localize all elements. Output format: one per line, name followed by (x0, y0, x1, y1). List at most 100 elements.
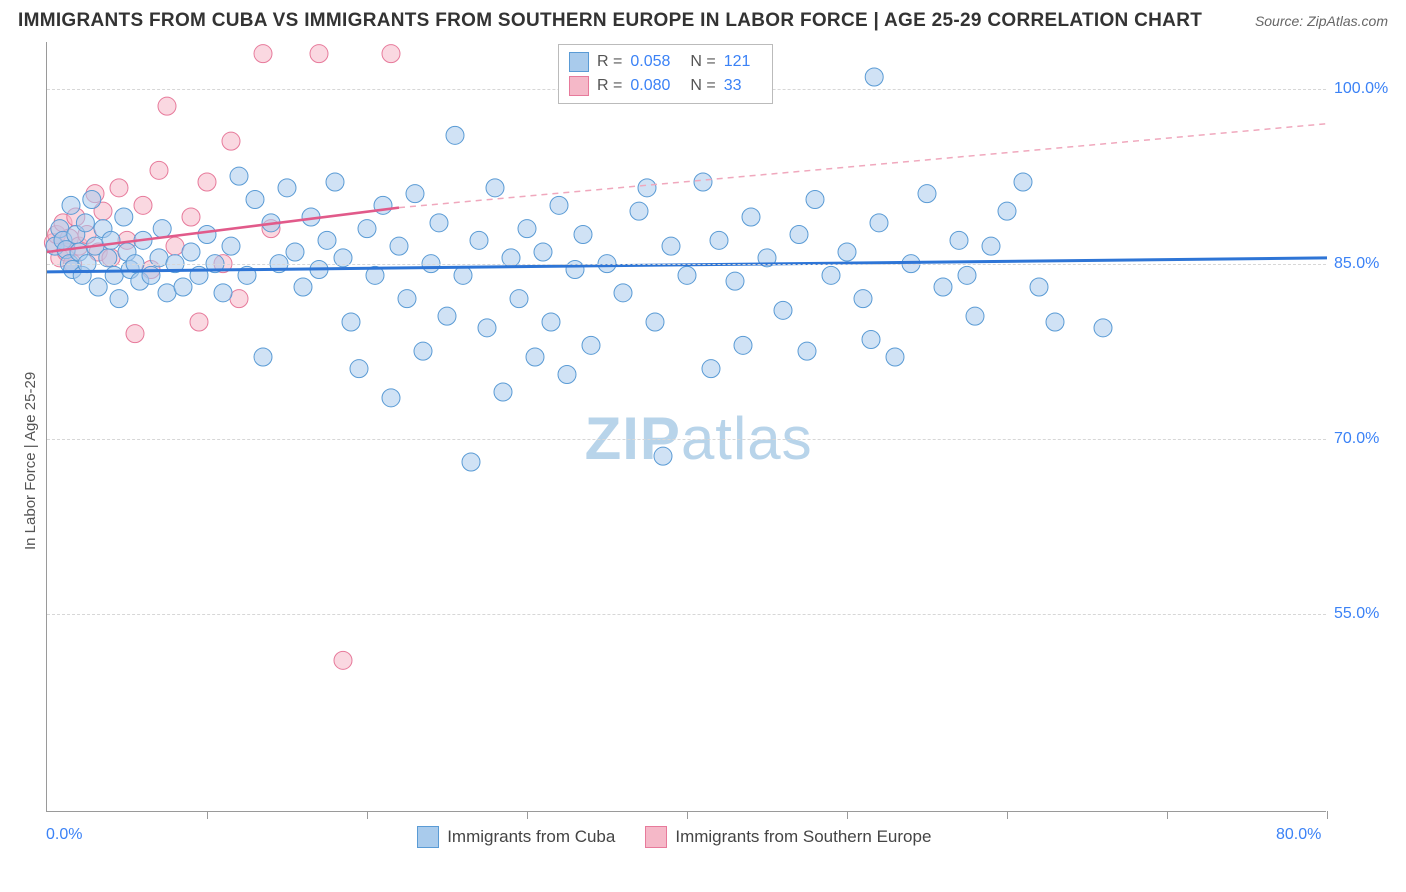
point-seurope (126, 325, 144, 343)
x-tick (1167, 811, 1168, 819)
stats-legend-box: R = 0.058 N = 121 R = 0.080 N = 33 (558, 44, 773, 104)
chart-svg (47, 42, 1327, 812)
stat-r-cuba: 0.058 (630, 50, 670, 74)
point-cuba (174, 278, 192, 296)
point-cuba (614, 284, 632, 302)
point-cuba (862, 331, 880, 349)
point-cuba (542, 313, 560, 331)
point-cuba (734, 336, 752, 354)
point-seurope (166, 237, 184, 255)
point-cuba (286, 243, 304, 261)
point-cuba (1046, 313, 1064, 331)
point-cuba (390, 237, 408, 255)
point-seurope (182, 208, 200, 226)
point-cuba (478, 319, 496, 337)
legend-swatch-seurope (645, 826, 667, 848)
point-seurope (382, 45, 400, 63)
point-cuba (246, 191, 264, 209)
x-tick (207, 811, 208, 819)
chart-title: IMMIGRANTS FROM CUBA VS IMMIGRANTS FROM … (18, 10, 1202, 32)
point-cuba (958, 266, 976, 284)
point-cuba (574, 226, 592, 244)
point-cuba (62, 196, 80, 214)
swatch-cuba (569, 52, 589, 72)
point-cuba (350, 360, 368, 378)
point-cuba (153, 220, 171, 238)
point-seurope (222, 132, 240, 150)
grid-line (47, 614, 1326, 615)
stats-row-cuba: R = 0.058 N = 121 (569, 50, 762, 74)
point-cuba (638, 179, 656, 197)
x-tick (527, 811, 528, 819)
point-cuba (982, 237, 1000, 255)
point-cuba (662, 237, 680, 255)
point-cuba (558, 366, 576, 384)
point-seurope (190, 313, 208, 331)
source-label: Source: ZipAtlas.com (1255, 13, 1388, 29)
point-cuba (198, 226, 216, 244)
point-seurope (334, 651, 352, 669)
y-axis-title: In Labor Force | Age 25-29 (22, 372, 39, 550)
swatch-seurope (569, 76, 589, 96)
point-cuba (870, 214, 888, 232)
legend-label-seurope: Immigrants from Southern Europe (675, 827, 931, 847)
stat-r-label: R = (597, 50, 622, 74)
title-bar: IMMIGRANTS FROM CUBA VS IMMIGRANTS FROM … (18, 10, 1388, 32)
y-tick-label: 85.0% (1334, 255, 1404, 273)
grid-line (47, 439, 1326, 440)
x-max-label: 80.0% (1276, 826, 1321, 844)
point-cuba (318, 231, 336, 249)
point-seurope (254, 45, 272, 63)
point-cuba (865, 68, 883, 86)
x-tick (1007, 811, 1008, 819)
point-cuba (294, 278, 312, 296)
point-cuba (430, 214, 448, 232)
point-cuba (438, 307, 456, 325)
stat-r-label-2: R = (597, 74, 622, 98)
legend-swatch-cuba (417, 826, 439, 848)
point-seurope (310, 45, 328, 63)
point-cuba (342, 313, 360, 331)
point-cuba (446, 126, 464, 144)
point-cuba (142, 266, 160, 284)
point-seurope (158, 97, 176, 115)
y-tick-label: 55.0% (1334, 605, 1404, 623)
point-cuba (398, 290, 416, 308)
point-cuba (710, 231, 728, 249)
point-cuba (646, 313, 664, 331)
point-cuba (918, 185, 936, 203)
point-cuba (278, 179, 296, 197)
stat-n-label-2: N = (690, 74, 715, 98)
x-origin-label: 0.0% (46, 826, 82, 844)
point-cuba (726, 272, 744, 290)
point-cuba (806, 191, 824, 209)
x-tick (1327, 811, 1328, 819)
point-cuba (886, 348, 904, 366)
point-cuba (462, 453, 480, 471)
point-cuba (326, 173, 344, 191)
point-cuba (966, 307, 984, 325)
point-cuba (582, 336, 600, 354)
point-cuba (950, 231, 968, 249)
point-cuba (742, 208, 760, 226)
point-cuba (702, 360, 720, 378)
point-cuba (486, 179, 504, 197)
point-cuba (854, 290, 872, 308)
point-cuba (358, 220, 376, 238)
point-cuba (406, 185, 424, 203)
point-cuba (230, 167, 248, 185)
point-seurope (230, 290, 248, 308)
trend-line (399, 124, 1327, 208)
point-seurope (198, 173, 216, 191)
point-cuba (534, 243, 552, 261)
point-cuba (822, 266, 840, 284)
point-cuba (934, 278, 952, 296)
point-cuba (694, 173, 712, 191)
point-cuba (454, 266, 472, 284)
legend-label-cuba: Immigrants from Cuba (447, 827, 615, 847)
point-cuba (998, 202, 1016, 220)
point-cuba (158, 284, 176, 302)
legend-item-cuba: Immigrants from Cuba (417, 826, 615, 848)
point-cuba (182, 243, 200, 261)
x-tick (367, 811, 368, 819)
